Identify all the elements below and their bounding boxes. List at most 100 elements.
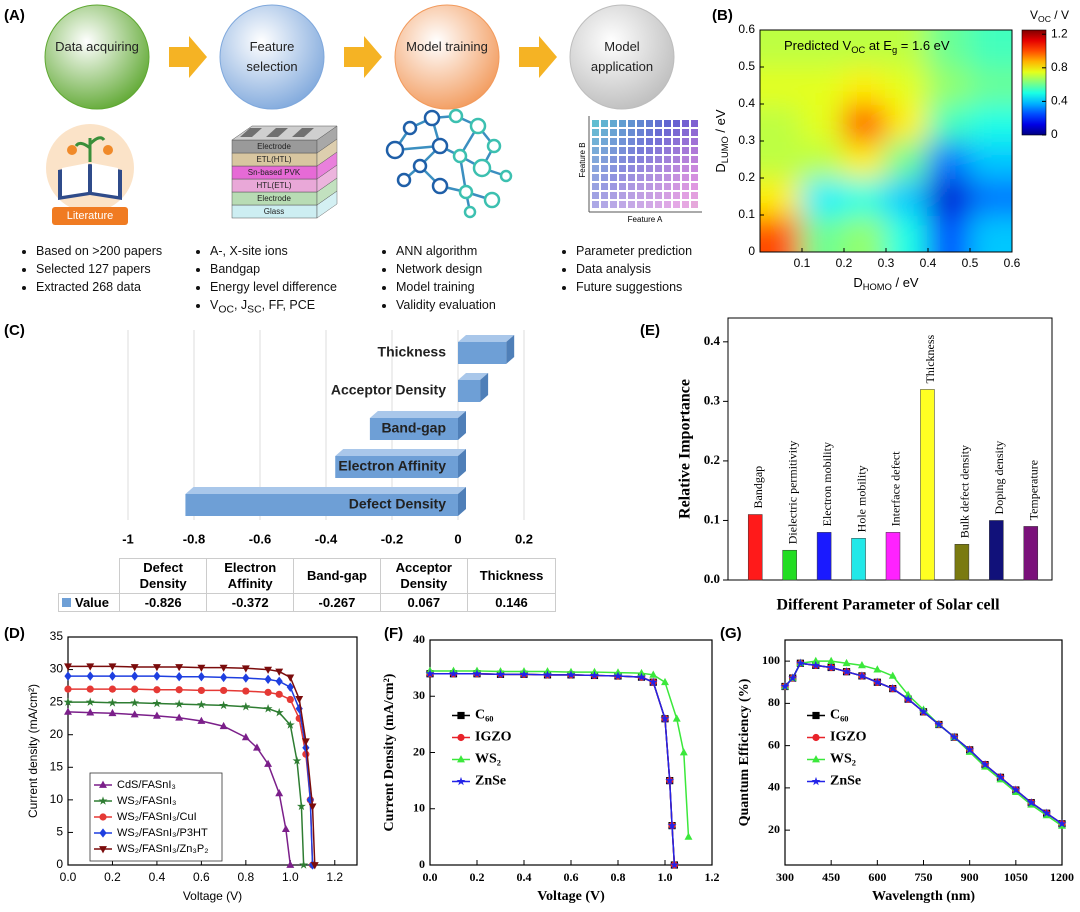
step-title-box: Data acquiring [55,39,139,54]
y-tick-label: 0.1 [704,511,720,526]
plot-frame [784,639,1063,866]
bar [458,342,507,364]
marker [175,664,184,672]
feature-cell [655,120,662,127]
marker [242,687,250,695]
heat-cell [801,177,845,216]
feature-cell [646,174,653,181]
marker [108,698,117,707]
bar [954,544,970,581]
x-tick-label: 1.0 [658,870,673,884]
feature-cell [628,165,635,172]
legend-label: CdS/FASnI₃ [117,779,176,791]
marker [263,703,273,713]
feature-cell [637,156,644,163]
marker [811,656,820,665]
feature-cell [610,156,617,163]
bullet-text: , FF, PCE [261,298,316,312]
marker [241,665,250,673]
feature-cell [637,174,644,181]
bullet-text: A-, X-site ions [210,244,288,258]
series-line [784,662,1063,825]
feature-cell [619,138,626,145]
electrode-strip [266,128,288,137]
feature-cell [646,147,653,154]
feature-cell [655,156,662,163]
feature-cell [673,129,680,136]
marker [175,713,184,721]
marker [108,708,117,717]
bullet-item: Selected 127 papers [36,260,202,278]
x-tick-label: 1050 [1004,870,1028,884]
x-axis-label-part: HOMO [863,282,892,292]
colorbar-tick-label: 1.2 [1051,26,1068,40]
series-line [430,673,676,866]
marker [197,664,206,672]
colorbar-label: VOC / V [1030,8,1069,24]
heat-cell [801,140,845,179]
marker [130,710,139,718]
x-tick-label: 0.2 [515,531,533,546]
feature-cell [628,156,635,163]
x-tick-label: 0.6 [1004,256,1021,270]
marker [99,846,107,854]
marker [153,686,161,694]
x-tick-label: 1.2 [705,870,720,884]
bar-top [458,373,489,380]
feature-cell [610,165,617,172]
feature-cell [628,129,635,136]
marker [457,711,465,720]
y-tick-label: 30 [413,688,425,702]
feature-cell [619,156,626,163]
bar [989,520,1004,581]
legend-label: WS₂/FASnI₃ [117,795,177,807]
feature-cell [664,138,671,145]
marker [131,685,139,693]
marker [296,801,306,811]
marker [888,671,897,679]
network-node [458,184,474,200]
table-header: Acceptor Density [379,558,469,594]
series-line [68,665,316,866]
y-tick-label: 20 [413,744,425,758]
step-title-box: Feature selection [246,39,297,74]
y-tick-label: 20 [50,727,64,741]
bullet-text: Energy level difference [210,280,337,294]
marker [301,738,310,746]
marker [275,789,284,797]
feature-cell [673,165,680,172]
marker [299,860,309,869]
marker [456,776,466,786]
coin [67,145,77,155]
bullet-list: Parameter prediction Data analysis Future … [562,242,742,296]
heat-cell [843,30,887,68]
category-label: Band-gap [381,420,446,436]
bullet-item: ANN algorithm [396,242,562,260]
bullet-text: Future suggestions [576,280,683,294]
marker [637,672,646,681]
marker [241,702,251,711]
step-title-box: Model application [591,39,653,74]
bullet-text: ANN algorithm [396,244,478,258]
feature-cell [682,201,689,208]
network-node [396,172,412,188]
feature-cell [637,165,644,172]
network-node [412,158,428,174]
heat-cell [927,103,971,142]
marker [275,668,284,676]
marker [995,772,1005,782]
marker [253,743,261,751]
marker [86,663,95,671]
marker [64,707,72,715]
marker [1042,808,1052,818]
feature-cell [655,183,662,190]
x-axis-label: DHOMO / eV [853,275,919,292]
feature-cell [592,174,599,181]
plot-frame [67,636,358,866]
heatmap [760,30,1012,252]
feature-cell [646,138,653,145]
plant [74,136,106,162]
y-tick-label: 25 [50,694,64,708]
marker [1026,797,1036,807]
marker [684,832,693,840]
